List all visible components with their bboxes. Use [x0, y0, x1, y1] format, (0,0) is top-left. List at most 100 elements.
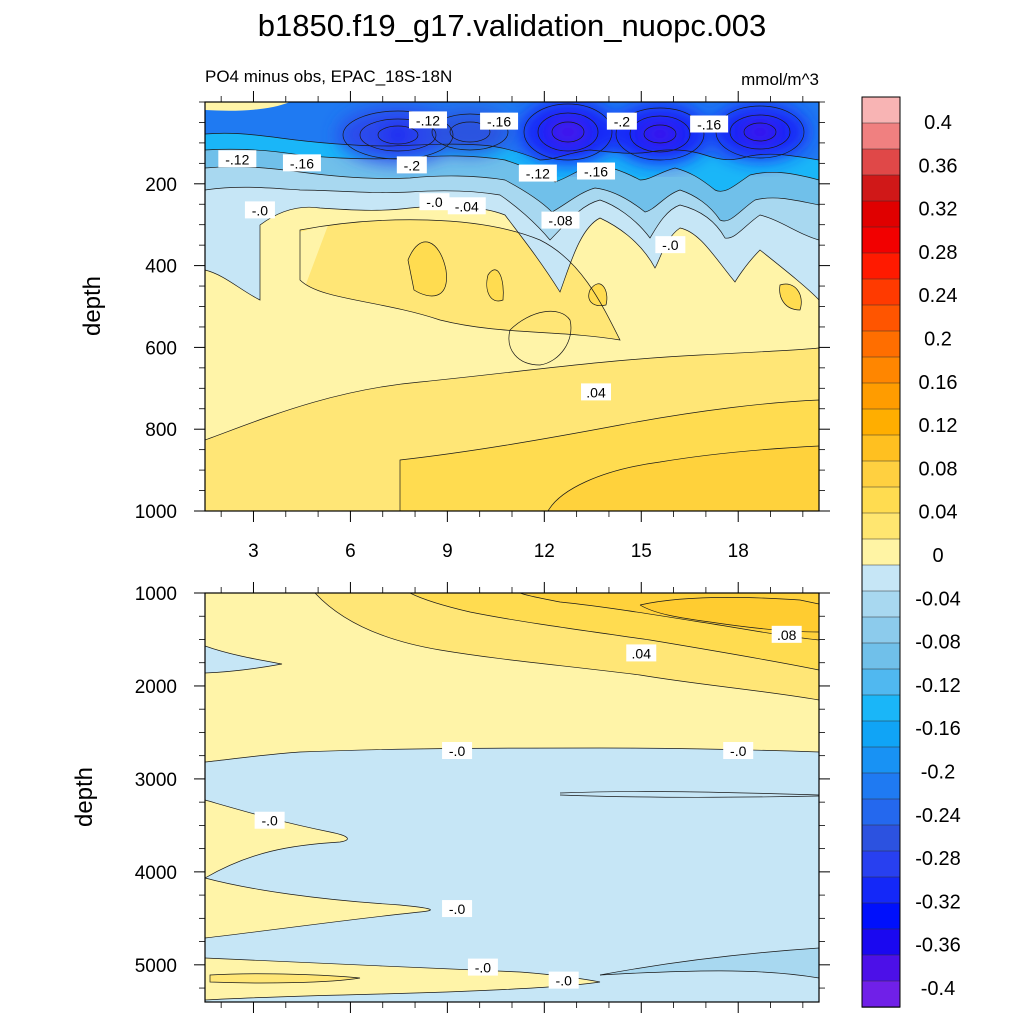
upper-contour-label: -.04: [447, 197, 486, 215]
upper-axes: 3 6 9 12 15 18 200 400 600 800 1000: [135, 91, 830, 562]
svg-text:-.0: -.0: [426, 194, 443, 210]
colorbar-label: -0.32: [915, 891, 961, 913]
svg-text:-.08: -.08: [548, 213, 572, 229]
upper-contour-label: -.12: [218, 150, 257, 168]
colorbar-label: 0: [932, 545, 943, 567]
colorbar-swatch: [861, 486, 901, 514]
svg-text:-.0: -.0: [449, 901, 466, 917]
upper-contour-label: .04: [581, 383, 612, 401]
colorbar-swatch: [861, 954, 901, 982]
colorbar-label: 0.24: [919, 285, 958, 307]
lower-neg-deep: [600, 948, 819, 978]
colorbar-label: -0.12: [915, 675, 961, 697]
colorbar-swatch: [861, 226, 901, 254]
lower-contour-lines: [205, 593, 819, 1001]
colorbar-swatch: [861, 902, 901, 930]
svg-text:-.04: -.04: [455, 198, 479, 214]
svg-text:.08: .08: [777, 627, 797, 643]
colorbar-frame: [861, 96, 901, 1008]
lower-contour-label: -.0: [442, 900, 473, 918]
colorbar-label: -0.2: [921, 762, 955, 784]
upper-y-tick-label: 400: [145, 257, 177, 278]
colorbar-swatch: [861, 668, 901, 696]
colorbar-swatch: [861, 616, 901, 644]
lower-y-tick-label: 2000: [135, 677, 177, 698]
lower-y-tick-label: 4000: [135, 863, 177, 884]
colorbar-swatch: [861, 174, 901, 202]
upper-contour-label: -.0: [244, 201, 275, 219]
colorbar-swatch: [861, 356, 901, 384]
colorbar-label: 0.4: [924, 112, 952, 134]
colorbar-swatch: [861, 512, 901, 540]
colorbar-swatch: [861, 798, 901, 826]
colorbar-label: -0.04: [915, 588, 961, 610]
upper-subtitle-right: mmol/m^3: [741, 70, 819, 89]
colorbar-swatch: [861, 278, 901, 306]
colorbar-label: 0.32: [919, 199, 958, 221]
upper-contour-label: -.2: [396, 156, 427, 174]
svg-text:-.16: -.16: [697, 116, 721, 132]
colorbar-swatch: [861, 304, 901, 332]
lower-yellow-tongue-b: [205, 878, 431, 938]
colorbar-swatch: [861, 980, 901, 1008]
upper-panel: PO4 minus obs, EPAC_18S-18N mmol/m^3: [79, 67, 830, 562]
colorbar-swatch: [861, 382, 901, 410]
svg-text:-.0: -.0: [449, 743, 466, 759]
lower-contour-field: [205, 593, 819, 1002]
colorbar-swatch: [861, 564, 901, 592]
colorbar-swatch: [861, 330, 901, 358]
lower-yellow-tongue-a: [205, 800, 348, 878]
colorbar-swatch: [861, 824, 901, 852]
upper-y-axis-label: depth: [79, 276, 106, 336]
upper-x-tick-label: 15: [631, 541, 652, 562]
colorbar-label: 0.16: [919, 372, 958, 394]
upper-contour-label: -.16: [690, 115, 729, 133]
lower-contour-labels: .04 .08 -.0 -.0 -.0 -.0 -.0 -.0: [254, 625, 802, 989]
colorbar-swatch: [861, 746, 901, 774]
colorbar: 0.4 0.36 0.32 0.28 0.24 0.2 0.16 0.12 0.08 0.04 0 -…: [861, 96, 961, 1008]
colorbar-swatch: [861, 590, 901, 618]
figure-title: b1850.f19_g17.validation_nuopc.003: [258, 8, 767, 43]
colorbar-swatch: [861, 876, 901, 904]
lower-contour-label: -.0: [442, 742, 473, 760]
svg-text:-.0: -.0: [730, 743, 747, 759]
svg-text:-.2: -.2: [614, 114, 631, 130]
colorbar-swatch: [861, 122, 901, 150]
lower-panel: 1000 2000 3000 4000 5000 .04 .08 -.0 -.0 -.0 -.0 -…: [71, 582, 830, 1013]
colorbar-swatch: [861, 694, 901, 722]
svg-text:-.16: -.16: [584, 164, 608, 180]
upper-contour-labels: -.12 -.16 -.12 -.16 -.2 -.2 -.16 -.12 -.16 -.0 -.0…: [218, 111, 729, 401]
svg-text:.04: .04: [586, 384, 606, 400]
lower-contour-label: .04: [626, 644, 657, 662]
colorbar-label: 0.28: [919, 242, 958, 264]
lower-y-tick-label: 5000: [135, 956, 177, 977]
upper-contour-label: -.2: [606, 112, 637, 130]
colorbar-swatch: [861, 460, 901, 488]
colorbar-swatch: [861, 642, 901, 670]
lower-yellow-tongue-core: [210, 973, 360, 983]
colorbar-swatch: [861, 720, 901, 748]
colorbar-label: 0.36: [919, 155, 958, 177]
upper-x-tick-label: 12: [534, 541, 555, 562]
svg-text:-.2: -.2: [404, 157, 421, 173]
upper-contour-label: -.16: [480, 112, 519, 130]
svg-text:-.0: -.0: [475, 960, 492, 976]
upper-x-tick-label: 9: [442, 541, 453, 562]
lower-contour-label: -.0: [548, 971, 579, 989]
upper-x-tick-label: 6: [345, 541, 356, 562]
upper-patch-b: [408, 241, 447, 296]
colorbar-swatch: [861, 434, 901, 462]
lower-axes: 1000 2000 3000 4000 5000: [135, 582, 830, 1013]
upper-surface-sliver: [205, 102, 290, 111]
lower-contour-label: -.0: [467, 958, 498, 976]
lower-y-axis-label: depth: [71, 767, 98, 827]
upper-patch-c: [486, 269, 504, 301]
upper-y-tick-label: 600: [145, 338, 177, 359]
svg-text:-.0: -.0: [252, 202, 269, 218]
upper-patch-d: [588, 283, 607, 306]
colorbar-label: 0.12: [919, 415, 958, 437]
colorbar-swatch: [861, 850, 901, 878]
svg-text:-.0: -.0: [662, 237, 679, 253]
lower-band-016: [640, 597, 819, 632]
